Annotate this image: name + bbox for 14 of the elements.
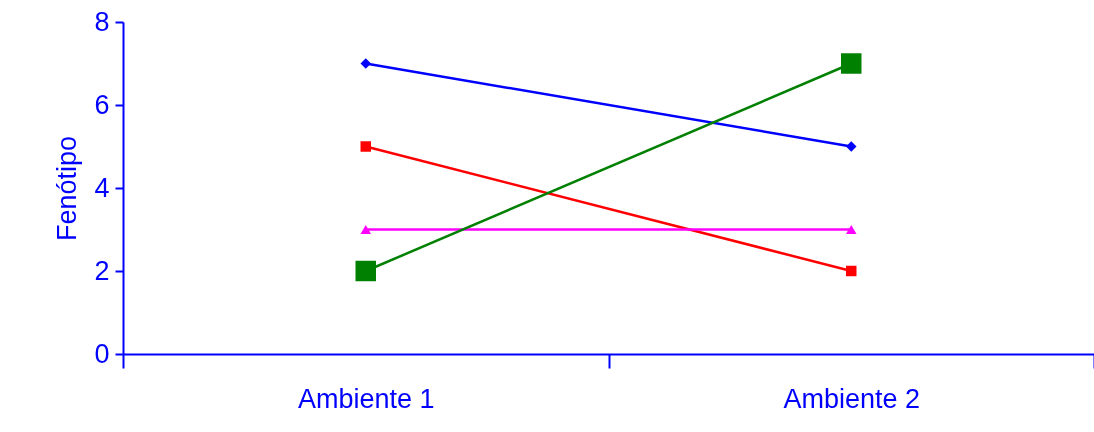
x-tick-label: Ambiente 1 xyxy=(297,383,435,414)
y-tick-label: 2 xyxy=(94,255,110,286)
point xyxy=(360,141,371,152)
y-tick-label: 6 xyxy=(94,89,110,120)
y-axis-title: Fenótipo xyxy=(52,135,83,242)
y-tick-label: 0 xyxy=(94,338,110,369)
point xyxy=(841,53,862,74)
y-tick-label: 8 xyxy=(94,6,110,37)
y-tick-label: 4 xyxy=(94,172,110,203)
point xyxy=(846,141,857,152)
x-tick-label: Ambiente 2 xyxy=(783,383,921,414)
point xyxy=(846,265,857,277)
point xyxy=(355,260,376,282)
point xyxy=(360,58,371,69)
